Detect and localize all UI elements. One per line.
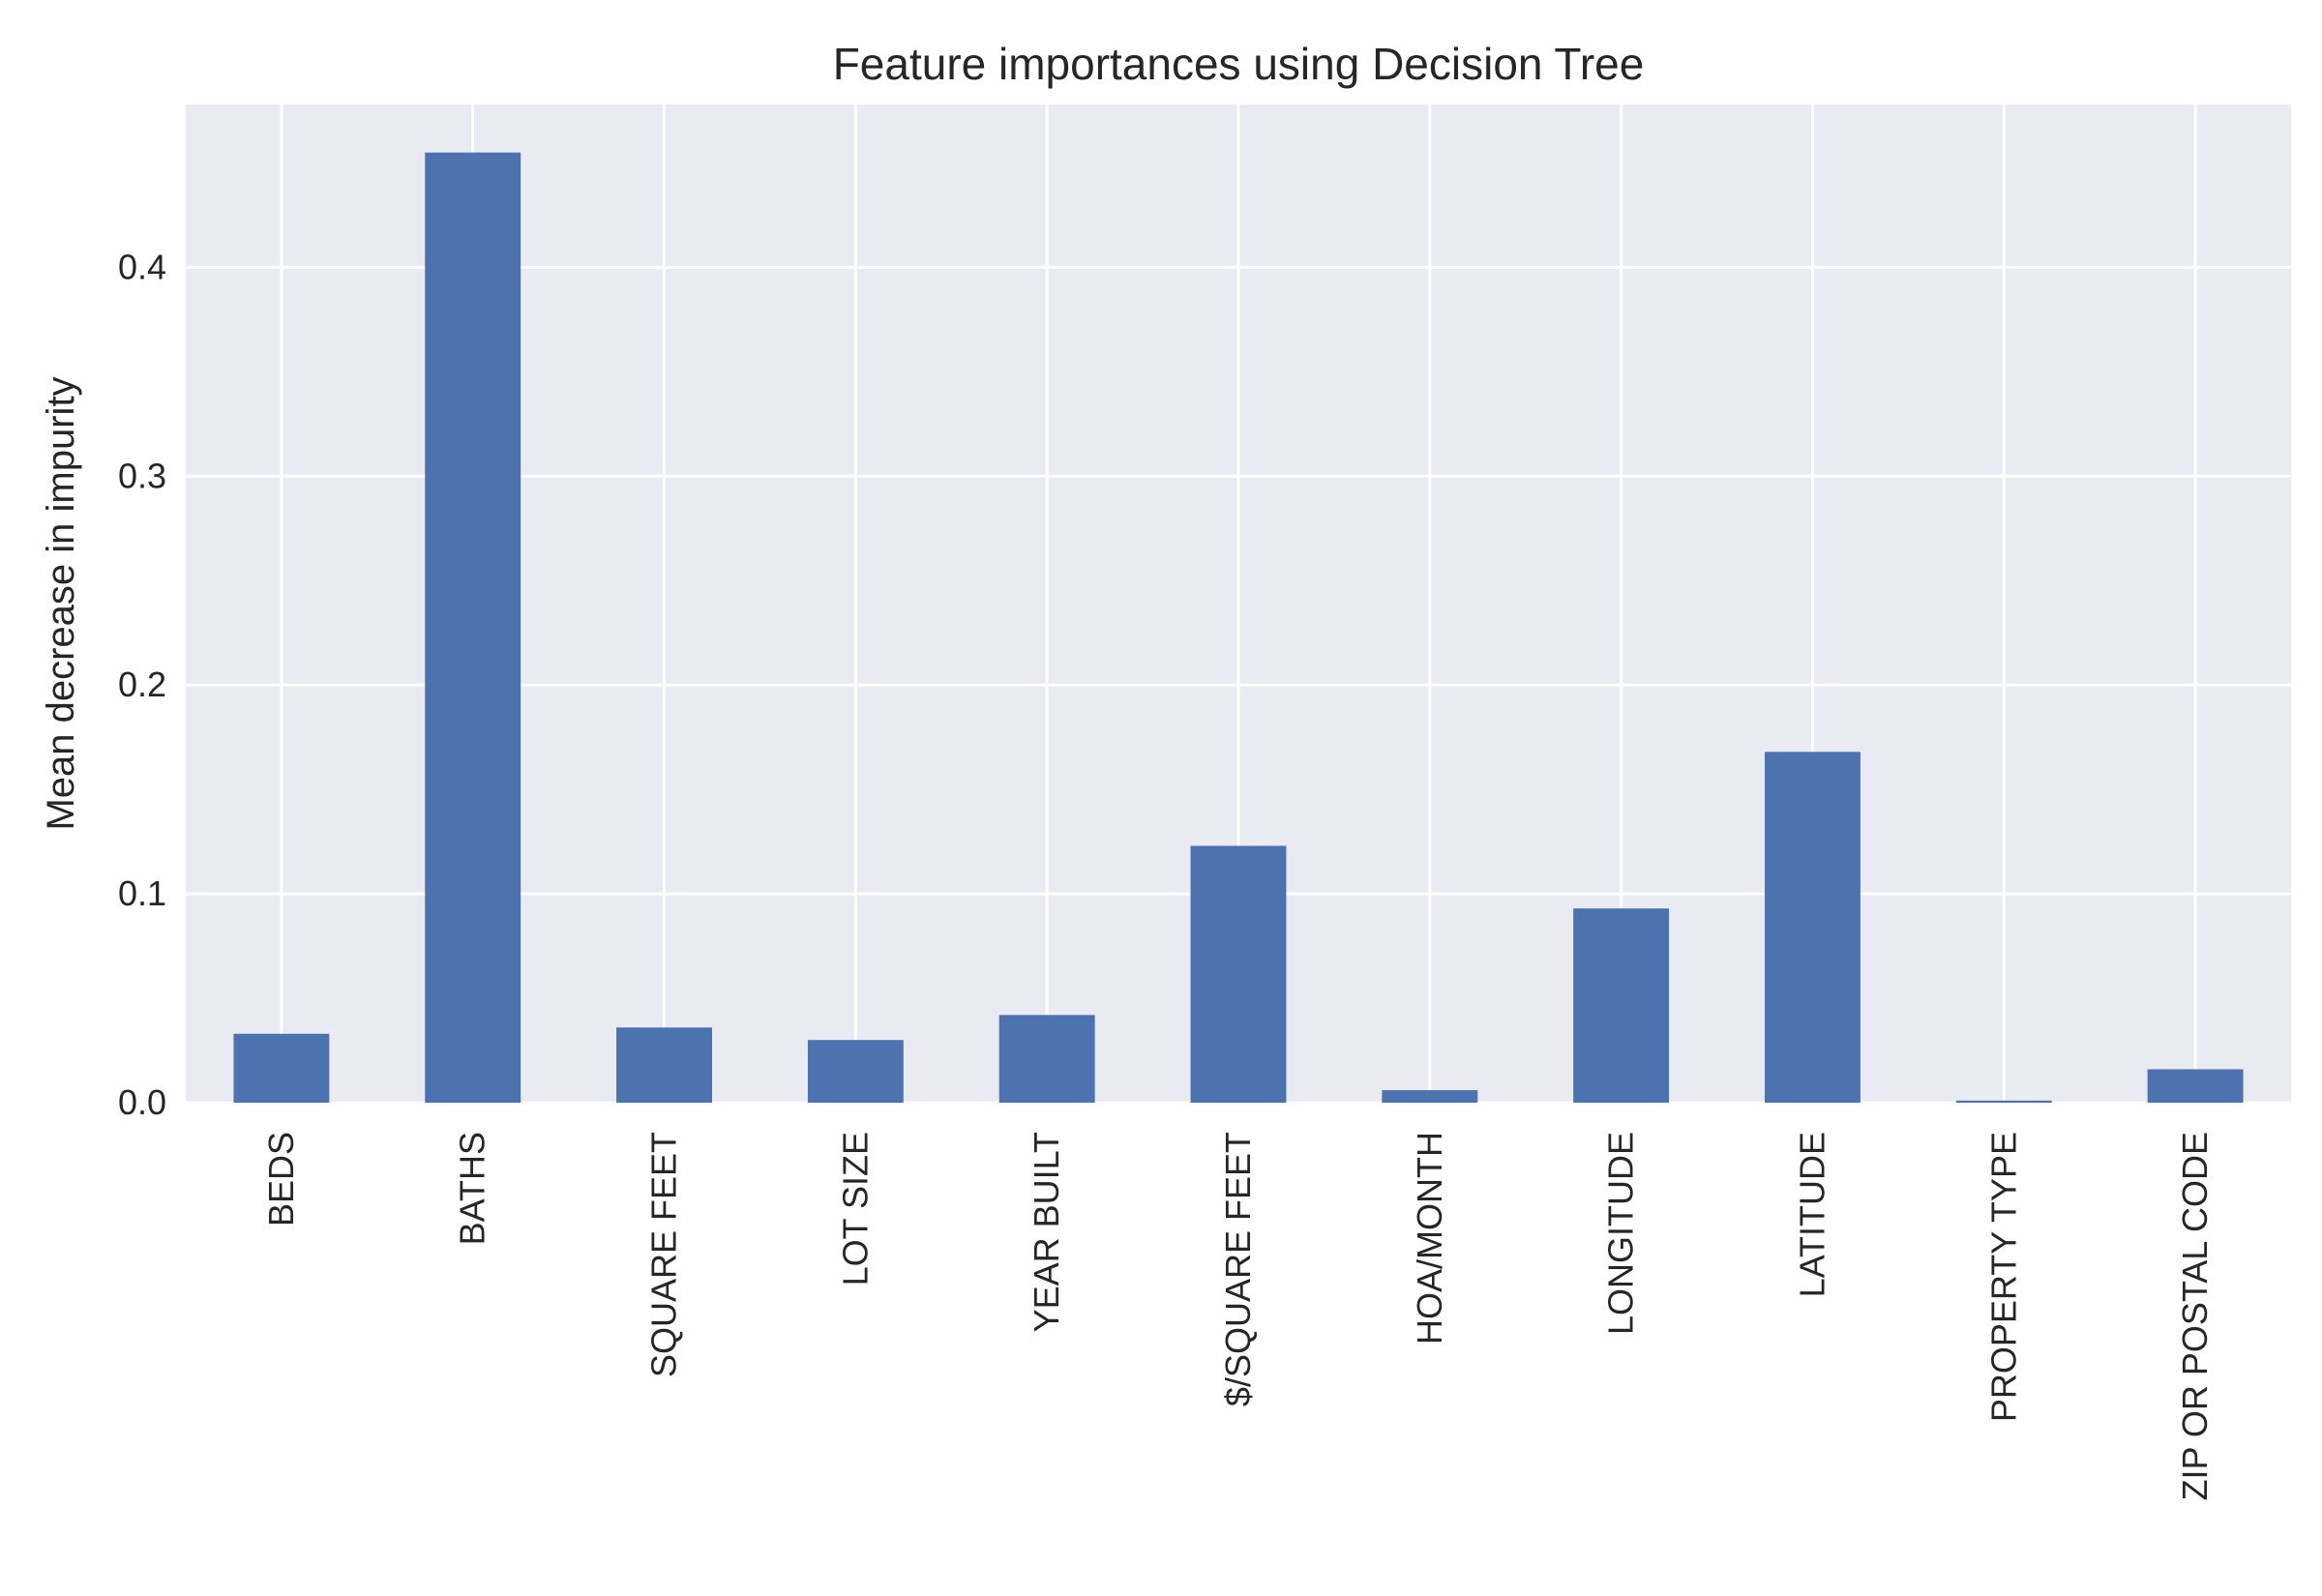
x-tick-label: $/SQUARE FEET — [1218, 1132, 1258, 1406]
x-tick-label: HOA/MONTH — [1410, 1132, 1449, 1345]
x-axis-ticks: BEDS BATHS SQUARE FEET LOT SIZE YEAR BUILT $/… — [261, 1132, 2215, 1500]
x-tick-label: YEAR BUILT — [1027, 1132, 1066, 1332]
y-axis-label: Mean decrease in impurity — [40, 376, 82, 830]
x-tick-label: LONGITUDE — [1601, 1132, 1641, 1335]
bar — [807, 1040, 904, 1103]
y-tick-label: 0.4 — [118, 247, 166, 286]
x-tick-label: PROPERTY TYPE — [1983, 1132, 2023, 1422]
y-tick-label: 0.1 — [118, 873, 166, 913]
x-tick-label: SQUARE FEET — [644, 1132, 684, 1377]
bar — [1382, 1090, 1478, 1103]
x-tick-label: BEDS — [261, 1132, 301, 1227]
y-axis-ticks: 0.0 0.1 0.2 0.3 0.4 — [118, 247, 166, 1122]
bar — [2147, 1069, 2244, 1103]
x-tick-label: LATITUDE — [1792, 1132, 1831, 1297]
y-tick-label: 0.2 — [118, 665, 166, 704]
bar — [1190, 845, 1287, 1103]
bar — [616, 1027, 712, 1103]
bar — [233, 1033, 330, 1103]
bar — [1955, 1100, 2052, 1103]
x-tick-label: ZIP OR POSTAL CODE — [2175, 1132, 2215, 1500]
bar — [1765, 752, 1861, 1103]
bar — [425, 152, 521, 1103]
bars — [233, 152, 2244, 1103]
y-tick-label: 0.0 — [118, 1082, 166, 1122]
y-tick-label: 0.3 — [118, 456, 166, 495]
bar — [998, 1015, 1095, 1103]
x-tick-label: LOT SIZE — [835, 1132, 875, 1286]
chart-title: Feature importances using Decision Tree — [833, 39, 1645, 89]
bar — [1573, 908, 1670, 1103]
x-tick-label: BATHS — [453, 1132, 492, 1245]
